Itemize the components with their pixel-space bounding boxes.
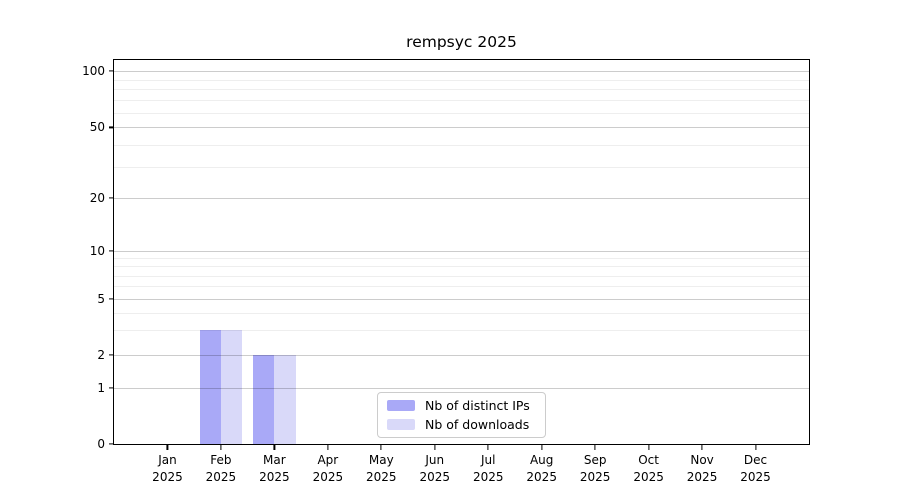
y-tick-label-20: 20 <box>89 191 105 206</box>
gridline-y-20 <box>114 198 809 200</box>
x-tick-label-jun: Jun 2025 <box>419 453 451 485</box>
y-tick-mark-0 <box>108 443 113 445</box>
y-tick-mark-5 <box>108 298 113 300</box>
x-tick-label-aug: Aug 2025 <box>526 453 557 485</box>
gridline-minor-y-4 <box>114 312 809 314</box>
x-tick-mark-jan <box>166 445 169 450</box>
x-tick-mark-apr <box>327 445 329 450</box>
y-tick-mark-100 <box>108 70 113 72</box>
y-tick-mark-50 <box>108 126 113 128</box>
bar-mar-distinct-ips <box>253 355 275 444</box>
legend-item-distinct-ips: Nb of distinct IPs <box>387 398 536 413</box>
gridline-minor-y-90 <box>114 79 809 81</box>
y-tick-mark-2 <box>108 354 113 356</box>
y-tick-label-5: 5 <box>97 292 105 307</box>
bar-feb-distinct-ips <box>199 330 221 444</box>
y-tick-mark-10 <box>108 250 113 252</box>
gridline-minor-y-9 <box>114 258 809 260</box>
bar-mar-downloads <box>274 355 296 444</box>
gridline-minor-y-70 <box>114 99 809 101</box>
x-tick-mark-jun <box>434 445 436 450</box>
bar-feb-downloads <box>220 330 243 444</box>
chart-title: rempsyc 2025 <box>406 33 517 51</box>
y-tick-mark-1 <box>108 387 113 389</box>
y-tick-label-50: 50 <box>89 120 105 135</box>
legend-label-downloads: Nb of downloads <box>425 417 530 432</box>
gridline-y-5 <box>114 299 809 301</box>
y-tick-label-2: 2 <box>97 348 105 363</box>
legend-label-distinct-ips: Nb of distinct IPs <box>425 398 530 413</box>
x-tick-mark-dec <box>754 445 757 450</box>
gridline-minor-y-8 <box>114 266 809 268</box>
x-tick-label-feb: Feb 2025 <box>205 453 237 485</box>
gridline-minor-y-40 <box>114 144 809 146</box>
x-tick-mark-jul <box>487 445 489 450</box>
y-tick-label-1: 1 <box>97 381 105 396</box>
plot-area: 100 50 20 10 5 2 1 0 Jan 2025 Feb 2025 Mar 2025 Apr 202… <box>82 59 810 484</box>
x-tick-mark-mar <box>273 445 275 450</box>
gridline-y-100 <box>114 70 809 72</box>
y-tick-label-10: 10 <box>89 244 105 258</box>
x-tick-mark-aug <box>541 445 543 450</box>
x-tick-label-may: May 2025 <box>366 453 397 485</box>
gridline-minor-y-60 <box>114 112 809 114</box>
gridline-y-50 <box>114 127 809 129</box>
legend-swatch-downloads <box>387 419 415 430</box>
y-tick-label-0: 0 <box>97 437 105 451</box>
y-tick-mark-20 <box>108 197 113 199</box>
x-tick-label-jan: Jan 2025 <box>152 453 183 485</box>
x-tick-label-mar: Mar 2025 <box>259 453 290 485</box>
x-tick-mark-may <box>380 445 382 450</box>
x-tick-mark-sep <box>594 445 596 450</box>
x-tick-mark-oct <box>648 445 650 450</box>
x-tick-label-jul: Jul 2025 <box>472 453 504 485</box>
x-tick-label-oct: Oct 2025 <box>633 453 664 485</box>
x-tick-label-sep: Sep 2025 <box>579 453 611 485</box>
gridline-minor-y-7 <box>114 275 809 277</box>
gridline-minor-y-80 <box>114 89 809 91</box>
legend-item-downloads: Nb of downloads <box>387 417 536 432</box>
legend-swatch-distinct-ips <box>387 400 415 411</box>
x-tick-mark-nov <box>701 445 703 450</box>
legend: Nb of distinct IPs Nb of downloads <box>377 392 546 438</box>
gridline-minor-y-30 <box>114 166 809 168</box>
x-tick-label-apr: Apr 2025 <box>312 453 344 485</box>
x-tick-label-nov: Nov 2025 <box>686 453 718 485</box>
x-tick-label-dec: Dec 2025 <box>740 453 771 485</box>
x-tick-mark-feb <box>220 445 222 450</box>
y-tick-label-100: 100 <box>82 63 105 78</box>
gridline-y-10 <box>114 251 809 252</box>
gridline-minor-y-6 <box>114 286 809 288</box>
